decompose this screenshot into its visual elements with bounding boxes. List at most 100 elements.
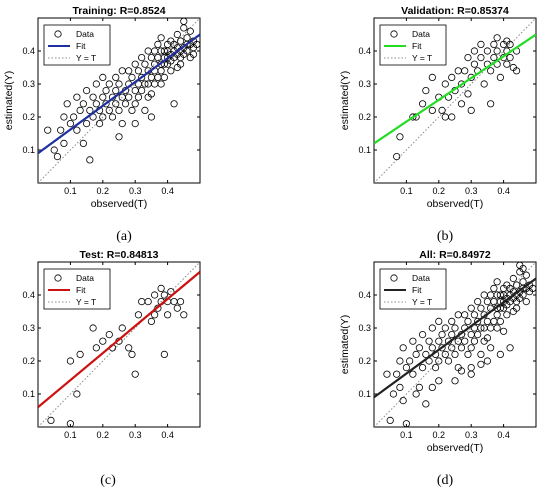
data-point <box>444 357 453 365</box>
panel-2: Validation: R=0.85374 0.1 0.2 0.3 0.4 0.1 0.2 0… <box>339 5 537 244</box>
data-point <box>467 370 475 378</box>
data-point <box>53 153 62 161</box>
data-point <box>115 106 123 115</box>
panel-caption: (a) <box>116 229 132 244</box>
data-point <box>102 100 110 108</box>
data-point <box>173 304 181 312</box>
data-point <box>183 47 191 55</box>
x-tick-label: 0.1 <box>400 186 413 196</box>
data-point <box>173 63 181 72</box>
panel-caption: (c) <box>100 473 116 488</box>
data-point <box>448 73 456 82</box>
data-point <box>112 73 120 82</box>
data-point <box>418 330 427 339</box>
data-point <box>519 291 527 299</box>
data-point <box>464 53 472 62</box>
y-axis-label: estimated(Y) <box>3 71 15 131</box>
data-point <box>99 73 107 82</box>
legend: Data Fit Y = T <box>43 24 111 66</box>
data-point <box>92 344 100 352</box>
data-point <box>79 139 87 147</box>
data-point <box>415 344 423 352</box>
data-point <box>409 337 417 345</box>
fit-line <box>374 33 536 145</box>
data-point <box>477 350 485 358</box>
data-point <box>138 53 146 62</box>
data-point <box>496 73 504 82</box>
data-point <box>396 383 404 391</box>
data-point <box>470 337 479 345</box>
data-point <box>60 139 68 147</box>
data-point <box>412 390 420 398</box>
data-point <box>480 80 488 88</box>
legend-marker-data <box>390 274 398 282</box>
data-point <box>147 317 155 325</box>
data-point <box>141 106 149 115</box>
data-point <box>151 291 159 299</box>
x-tick-label: 0.4 <box>497 186 510 196</box>
x-tick-label: 0.4 <box>161 430 174 440</box>
data-point <box>186 27 194 35</box>
fit-line <box>374 277 536 399</box>
data-point <box>464 317 472 325</box>
data-point <box>83 120 91 128</box>
data-point <box>193 40 200 48</box>
data-point <box>441 80 449 88</box>
data-point <box>467 73 475 82</box>
legend-marker-data <box>54 274 62 282</box>
data-point <box>102 87 110 95</box>
legend: Data Fit Y = T <box>379 24 447 66</box>
data-point <box>92 80 100 88</box>
data-point <box>435 317 443 325</box>
data-point <box>92 100 100 108</box>
data-point <box>496 350 504 358</box>
data-point <box>76 350 84 358</box>
x-tick-label: 0.2 <box>433 430 446 440</box>
legend: Data Fit Y = T <box>379 268 447 310</box>
data-point <box>402 363 410 372</box>
data-point <box>157 80 165 88</box>
legend-label-identity: Y = T <box>412 297 432 307</box>
plot-marks <box>374 18 536 183</box>
fit-line <box>38 33 200 155</box>
data-point <box>438 330 446 339</box>
data-point <box>461 67 469 75</box>
x-tick-label: 0.3 <box>465 186 478 196</box>
data-point <box>73 126 81 134</box>
data-point <box>393 153 401 161</box>
data-point <box>160 291 168 299</box>
data-point <box>461 311 469 319</box>
x-tick-label: 0.2 <box>97 186 110 196</box>
data-point <box>76 106 84 115</box>
data-point <box>522 297 530 306</box>
y-tick-label: 0.3 <box>22 323 35 333</box>
data-point <box>470 47 479 55</box>
data-point <box>86 106 94 115</box>
data-point <box>138 73 146 82</box>
data-point <box>157 67 165 75</box>
data-point <box>467 344 475 352</box>
x-tick-label: 0.3 <box>129 430 142 440</box>
legend-label-identity: Y = T <box>76 297 96 307</box>
data-point <box>457 100 466 108</box>
data-point <box>399 396 407 405</box>
chart-title: All: R=0.84972 <box>419 249 491 261</box>
legend: Data Fit Y = T <box>43 268 111 310</box>
data-point <box>118 324 126 332</box>
data-point <box>512 281 521 289</box>
chart-title: Test: R=0.84813 <box>80 249 159 261</box>
data-point <box>512 67 521 75</box>
legend-label-data: Data <box>412 273 430 283</box>
y-tick-label: 0.3 <box>358 323 371 333</box>
chart-title: Validation: R=0.85374 <box>401 5 509 17</box>
data-point <box>470 311 479 319</box>
x-tick-label: 0.4 <box>497 430 510 440</box>
x-tick-label: 0.3 <box>129 186 142 196</box>
legend-label-data: Data <box>76 273 94 283</box>
data-point <box>435 337 443 345</box>
data-point <box>47 416 55 424</box>
panel-caption: (d) <box>437 473 454 488</box>
data-point <box>141 60 149 68</box>
data-point <box>66 357 75 365</box>
